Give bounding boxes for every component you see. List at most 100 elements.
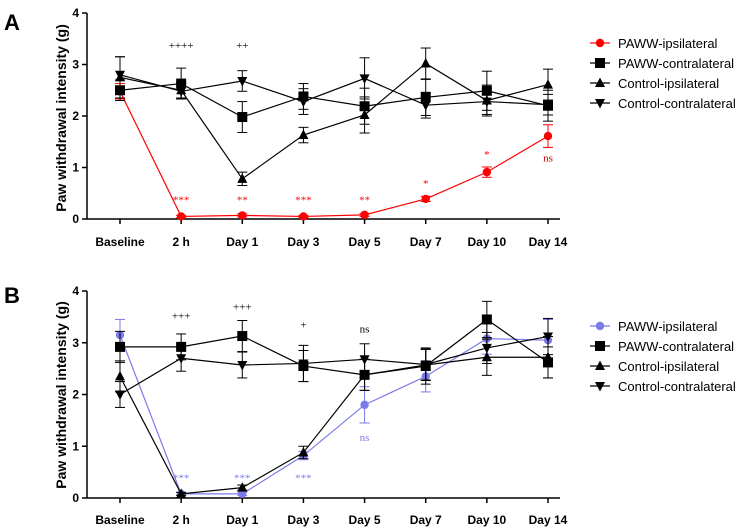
panel-b-legend-item-paww-ipsilateral: PAWW-ipsilateral xyxy=(590,319,718,334)
panel-b-series-control-contralateral xyxy=(115,317,553,408)
panel-a-annotation: ** xyxy=(237,195,248,207)
panel-b: B Paw withdrawal intensity (g) 0 1 2 3 4 Bas… xyxy=(4,283,736,527)
panel-a-point-paww-ipsilateral xyxy=(543,131,553,141)
panel-b-annotation: +++ xyxy=(233,302,252,314)
panel-a-point-paww-ipsilateral xyxy=(360,210,369,220)
panel-b-point-control-ipsilateral xyxy=(543,351,553,362)
panel-b-x-tick-label: 2 h xyxy=(172,513,189,527)
panel-a-x-tick-label: Baseline xyxy=(95,235,145,249)
panel-b-legend-item-control-contralateral: Control-contralateral xyxy=(590,379,736,394)
panel-b-legend-label: PAWW-contralateral xyxy=(618,339,734,354)
panel-a-annotation: ns xyxy=(543,152,553,164)
panel-b-legend-label: PAWW-ipsilateral xyxy=(618,319,718,334)
panel-a-plot-area xyxy=(115,47,553,221)
panel-b-y-axis-label: Paw withdrawal intensity (g) xyxy=(53,301,69,488)
panel-a-annotation: ++++ xyxy=(169,40,194,52)
panel-b-annotation: ns xyxy=(360,323,370,335)
panel-a-y-tick-label: 2 xyxy=(72,109,79,123)
panel-a-point-control-contralateral xyxy=(115,70,125,81)
panel-a-legend-item-control-ipsilateral: Control-ipsilateral xyxy=(590,76,719,91)
panel-b-legend-label: Control-ipsilateral xyxy=(618,359,719,374)
panel-b-point-control-contralateral xyxy=(543,332,553,343)
panel-b-point-paww-ipsilateral xyxy=(238,489,247,499)
panel-b-y-ticks: 0 1 2 3 4 xyxy=(72,284,87,505)
panel-a-x-tick-label: Day 1 xyxy=(226,235,258,249)
panel-b-legend-marker xyxy=(595,341,605,351)
panel-a-point-paww-ipsilateral xyxy=(421,194,430,204)
panel-b-point-paww-contralateral xyxy=(115,341,125,352)
panel-b-point-paww-ipsilateral xyxy=(360,400,369,410)
panel-a-legend-item-control-contralateral: Control-contralateral xyxy=(590,96,736,111)
panel-a-y-tick-label: 3 xyxy=(72,58,79,72)
panel-a-x-ticks: Baseline 2 h Day 1 Day 3 Day 5 Day 7 Day 10 Day… xyxy=(95,219,568,249)
panel-a-y-tick-label: 0 xyxy=(72,212,79,226)
panel-a-legend: PAWW-ipsilateral PAWW-contralateral Contro… xyxy=(590,36,736,111)
panel-b-legend-marker xyxy=(595,321,605,331)
panel-b-line-paww-contralateral xyxy=(120,318,549,376)
panel-a-series-control-contralateral xyxy=(115,56,553,119)
panel-a-line-control-ipsilateral xyxy=(119,62,549,180)
panel-a-legend-marker xyxy=(595,77,605,87)
panel-b-annotation: *** xyxy=(173,472,190,484)
panel-a-point-paww-ipsilateral xyxy=(238,211,247,220)
panel-b-line-control-ipsilateral xyxy=(119,356,548,495)
panel-a-annotation: ** xyxy=(359,195,370,207)
panel-a-axes xyxy=(86,13,560,220)
panel-a-y-axis-label: Paw withdrawal intensity (g) xyxy=(53,24,69,211)
panel-b-point-control-contralateral xyxy=(237,361,248,371)
panel-a-point-control-contralateral xyxy=(420,101,431,111)
panel-b-y-tick-label: 4 xyxy=(72,284,79,298)
panel-a-legend-marker xyxy=(595,58,605,68)
panel-a-annotation: * xyxy=(423,178,429,190)
panel-b-x-tick-label: Day 7 xyxy=(410,513,442,527)
panel-a-point-paww-contralateral xyxy=(237,112,248,123)
panel-b-y-tick-label: 0 xyxy=(72,491,79,505)
panel-b-label: B xyxy=(4,283,20,308)
panel-b-y-tick-label: 3 xyxy=(72,336,79,350)
panel-a-point-control-ipsilateral xyxy=(237,173,248,183)
panel-b-point-control-ipsilateral xyxy=(115,370,125,381)
panel-b-point-control-contralateral xyxy=(298,359,309,369)
panel-b-legend-label: Control-contralateral xyxy=(618,379,736,394)
panel-b-annotation: *** xyxy=(234,472,251,484)
panel-a-label: A xyxy=(4,10,20,35)
panel-a-legend-label: PAWW-contralateral xyxy=(618,56,734,71)
panel-a-annotation: *** xyxy=(173,195,190,207)
panel-b-annotations: +++++++ ns*** *** ***ns xyxy=(172,302,370,485)
panel-a-annotation: *** xyxy=(295,195,312,207)
panel-b-point-control-ipsilateral xyxy=(176,488,187,498)
panel-a-point-control-contralateral xyxy=(298,97,309,108)
panel-a-x-tick-label: Day 5 xyxy=(349,235,381,249)
panel-a-point-control-ipsilateral xyxy=(298,129,309,140)
panel-a-legend-item-paww-ipsilateral: PAWW-ipsilateral xyxy=(590,36,718,51)
panel-b-x-tick-label: Baseline xyxy=(95,513,145,527)
panel-b-y-tick-label: 1 xyxy=(72,439,79,453)
panel-a-point-control-contralateral xyxy=(359,74,370,84)
panel-b-x-ticks: Baseline 2 h Day 1 Day 3 Day 5 Day 7 Day 10 Day… xyxy=(95,498,568,527)
panel-b-point-control-contralateral xyxy=(420,360,431,370)
panel-a-annotation: ++ xyxy=(236,40,248,52)
panel-a-x-tick-label: Day 3 xyxy=(287,235,319,249)
panel-a-legend-label: PAWW-ipsilateral xyxy=(618,36,718,51)
panel-a-y-ticks: 0 1 2 3 4 xyxy=(72,6,87,226)
panel-a-y-tick-label: 4 xyxy=(72,6,79,20)
panel-a-point-control-contralateral xyxy=(237,76,248,87)
panel-a-line-paww-ipsilateral xyxy=(119,91,549,218)
panel-b-plot-area xyxy=(115,300,553,499)
panel-b-point-control-contralateral xyxy=(359,355,370,365)
panel-a-x-tick-label: Day 14 xyxy=(529,235,568,249)
panel-a-legend-item-paww-contralateral: PAWW-contralateral xyxy=(590,56,734,71)
panel-b-legend-item-control-ipsilateral: Control-ipsilateral xyxy=(590,359,719,374)
panel-a-point-paww-ipsilateral xyxy=(299,212,308,221)
panel-a-legend-label: Control-ipsilateral xyxy=(618,76,719,91)
panel-b-point-control-ipsilateral xyxy=(298,446,309,457)
panel-b-legend: PAWW-ipsilateral PAWW-contralateral Contro… xyxy=(590,319,736,394)
panel-a-point-control-ipsilateral xyxy=(420,57,431,68)
panel-b-annotation: *** xyxy=(295,472,312,484)
panel-a-point-paww-ipsilateral xyxy=(482,167,492,177)
panel-b-annotation: + xyxy=(300,319,306,331)
panel-b-point-paww-contralateral xyxy=(237,331,248,342)
panel-a-x-tick-label: Day 7 xyxy=(410,235,442,249)
panel-b-x-tick-label: Day 1 xyxy=(226,513,258,527)
